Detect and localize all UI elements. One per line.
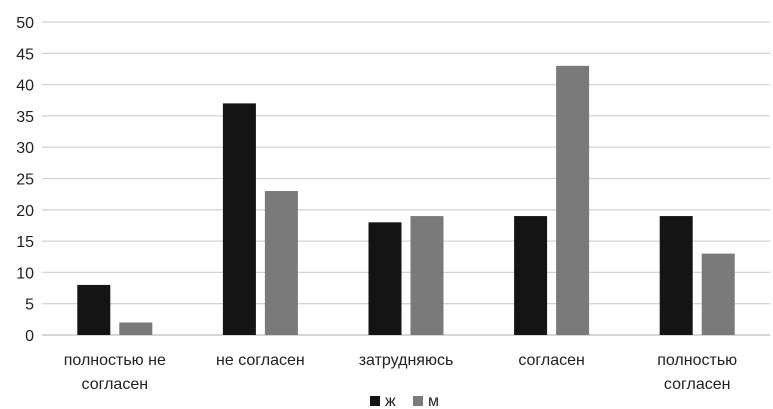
y-tick-label: 15 [16,234,34,251]
y-tick-label: 0 [25,328,34,345]
y-tick-label: 50 [16,15,34,32]
x-category-label: согласен [82,376,149,393]
bars [77,65,735,335]
y-tick-label: 25 [16,172,34,189]
y-tick-label: 45 [16,46,34,63]
x-category-label: затрудняюсь [359,352,454,369]
x-category-label: не согласен [216,352,305,369]
y-axis-ticks: 0 5 10 15 20 25 30 35 40 45 50 [16,15,34,345]
bar-м [264,191,298,335]
gridlines [42,21,770,336]
bar-м [410,216,444,335]
legend-swatch-ж [370,396,380,406]
bar-ж [222,103,256,335]
y-tick-label: 35 [16,109,34,126]
x-category-label: полностью не [64,352,166,369]
bar-м [701,253,735,335]
x-axis-labels: полностью не согласен не согласен затрудняю… [64,352,737,393]
y-tick-label: 30 [16,140,34,157]
bar-м [556,65,590,335]
x-category-label: согласен [664,376,731,393]
y-tick-label: 10 [16,265,34,282]
bar-м [119,322,153,335]
x-category-label: согласен [518,352,585,369]
bar-ж [368,222,402,335]
y-tick-label: 40 [16,78,34,95]
y-tick-label: 5 [25,297,34,314]
bar-ж [514,216,548,335]
y-tick-label: 20 [16,203,34,220]
bar-ж [659,216,693,335]
bar-ж [77,284,111,335]
legend-swatch-м [413,396,423,406]
legend-label-ж: ж [385,393,396,409]
legend-label-м: м [428,393,439,409]
x-category-label: полностью [657,352,737,369]
